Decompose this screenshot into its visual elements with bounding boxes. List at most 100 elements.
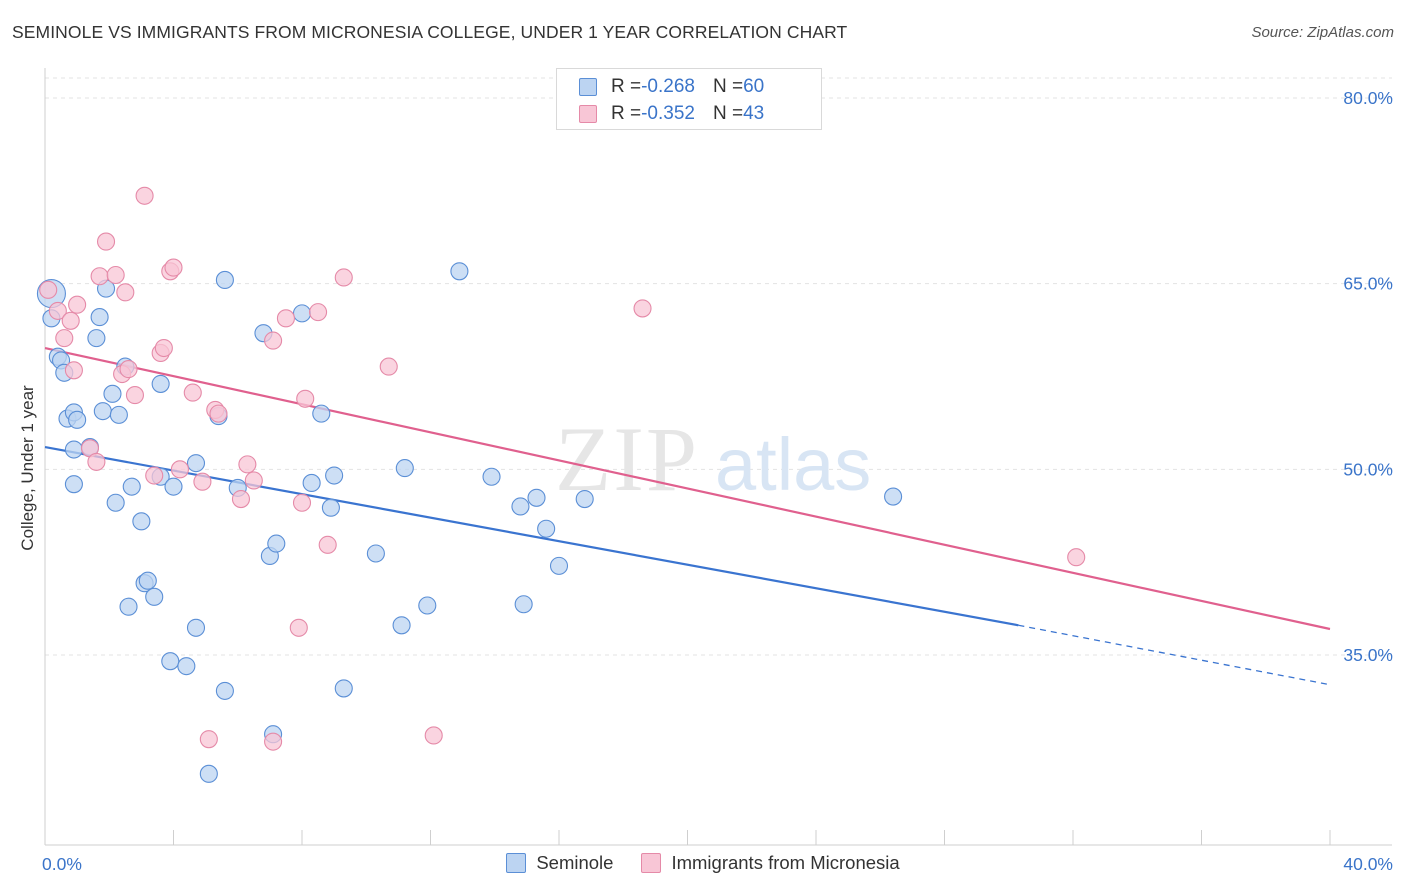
data-point [90,267,109,286]
data-point [289,618,308,637]
data-point [135,186,154,205]
data-point [549,556,569,575]
data-point [68,295,87,314]
chart-title: SEMINOLE VS IMMIGRANTS FROM MICRONESIA C… [12,22,848,42]
data-point [164,258,183,277]
data-point [125,386,144,405]
data-point [64,361,83,380]
data-point [103,384,122,403]
legend-row-seminole: R = -0.268 N = 60 [579,74,764,100]
data-point [119,360,138,379]
seminole-trend-line [44,445,1019,627]
data-point [267,534,286,553]
y-tick-label: 65.0% [1343,274,1393,294]
data-point [64,475,83,494]
r-value: -0.352 [641,103,695,124]
n-label: N = [712,76,744,97]
data-point [527,488,546,507]
micronesia-trend-line [44,346,1331,631]
data-point [366,544,385,563]
watermark: ZIP atlas [555,408,871,510]
data-point [145,587,164,606]
micronesia-swatch [641,853,662,873]
axes [44,68,1392,846]
seminole-swatch [506,853,527,873]
tick-labels: 35.0% 50.0% 65.0% 80.0% 0.0% 40.0% [42,88,1393,874]
data-point [1067,548,1086,567]
data-point [292,304,312,323]
data-point [96,232,116,251]
data-point [193,472,212,491]
data-point [418,596,437,615]
data-point [186,618,206,637]
data-point [116,283,135,302]
data-point [209,404,228,423]
r-value: -0.268 [641,76,695,97]
data-point [215,681,234,700]
n-value: 60 [743,76,765,97]
data-point [199,764,218,783]
legend-item-seminole[interactable]: Seminole [506,852,613,874]
data-point [61,311,80,330]
data-point [264,331,283,350]
seminole-trend-extension [1018,624,1331,686]
legend-row-micronesia: R = -0.352 N = 43 [579,101,764,127]
data-point [55,329,74,348]
seminole-swatch [579,78,597,96]
data-point [264,732,283,751]
data-point [424,726,443,745]
data-point [514,595,533,614]
source-label: Source: ZipAtlas.com [1251,24,1394,41]
micronesia-swatch [579,105,597,123]
data-point [87,452,106,471]
grid-lines [45,77,1392,656]
r-label: R = [611,103,642,124]
data-point [183,383,202,402]
data-point [199,730,218,749]
data-point [511,497,530,516]
data-point [186,454,206,473]
data-point [177,657,196,676]
data-point [109,405,128,424]
data-point [276,309,295,328]
data-point [170,460,189,479]
data-point [309,303,328,322]
data-point [321,498,340,517]
data-point [325,466,344,485]
legend-item-micronesia[interactable]: Immigrants from Micronesia [641,852,900,874]
data-point [138,571,157,590]
data-point [450,262,469,281]
data-point [302,473,321,492]
n-label: N = [712,103,744,124]
trend-lines [44,346,1331,686]
y-tick-label: 80.0% [1343,88,1393,108]
series-legend: Seminole Immigrants from Micronesia [0,852,1406,874]
y-tick-label: 50.0% [1343,459,1393,479]
data-point [122,477,141,496]
watermark-zip: ZIP [555,408,699,510]
data-point [231,489,251,509]
data-point [537,519,556,538]
micronesia-points [39,186,1086,751]
data-point [334,268,353,287]
data-point [292,493,312,512]
n-value: 43 [743,103,765,124]
data-point [106,265,125,285]
data-point [93,402,112,421]
data-point [215,270,234,290]
data-point [68,410,87,429]
data-point [154,338,173,358]
data-point [151,374,170,393]
data-point [482,467,501,486]
data-point [132,512,151,531]
data-point [244,471,263,490]
watermark-atlas: atlas [715,423,871,506]
x-tick-label: 40.0% [1343,854,1393,874]
data-point [87,329,106,348]
data-point [64,440,83,459]
correlation-legend: R = -0.268 N = 60 R = -0.352 N = 43 [556,68,822,130]
data-point [39,280,58,299]
r-label: R = [611,76,642,97]
data-point [633,299,652,318]
